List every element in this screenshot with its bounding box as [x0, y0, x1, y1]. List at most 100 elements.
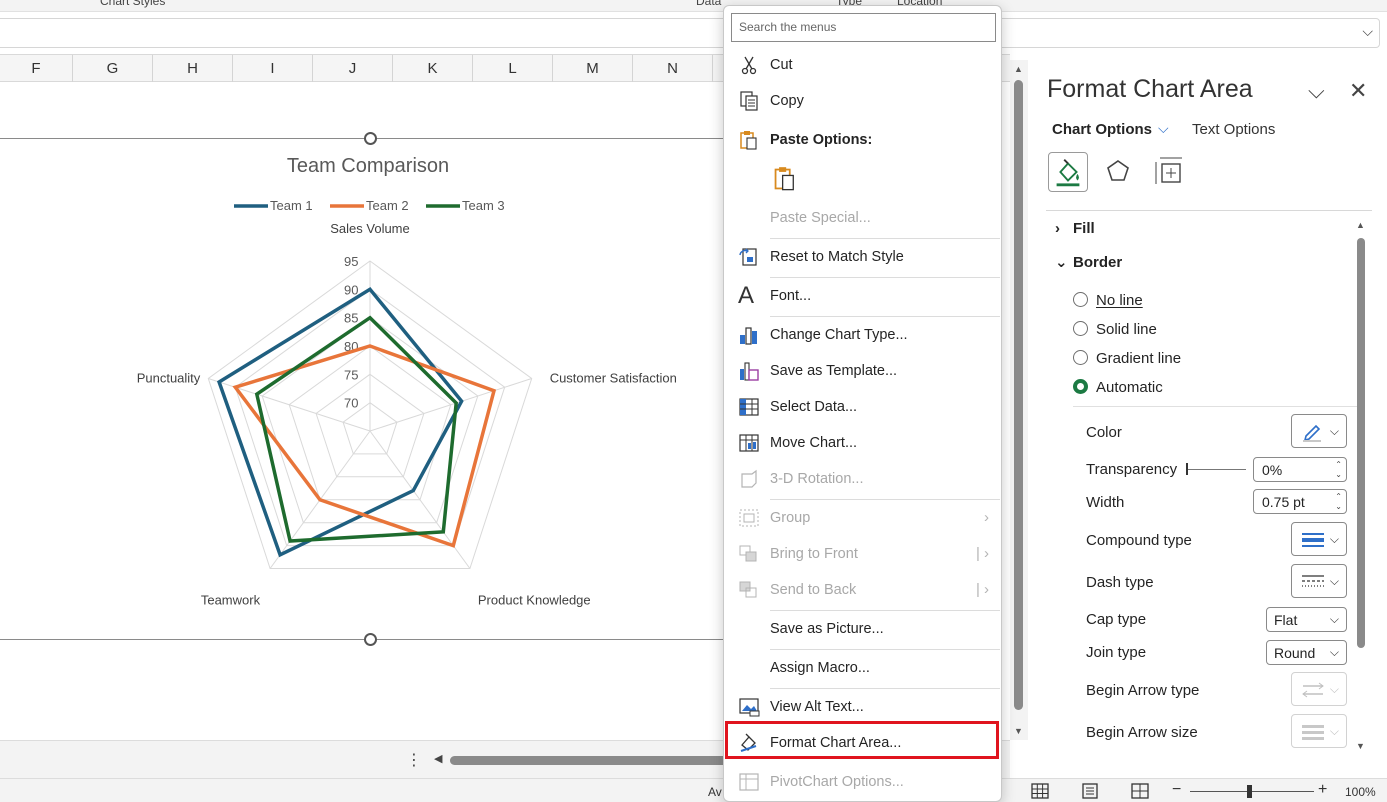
menu-item-label: Font... — [770, 288, 812, 304]
radio-no-line[interactable]: No line — [1073, 292, 1143, 309]
radar-grid-ring — [234, 288, 506, 547]
column-header-m[interactable]: M — [553, 55, 633, 82]
legend-entry: Team 2 — [366, 198, 409, 213]
column-header-h[interactable]: H — [153, 55, 233, 82]
spin-up-icon[interactable]: ⌃ — [1335, 492, 1342, 501]
ribbon-group-location: Location — [897, 0, 943, 8]
chart-area[interactable]: Team Comparison Team 1 Team 2 Team 3 70 75 8… — [0, 132, 738, 646]
resize-handle-top[interactable] — [364, 132, 377, 145]
radio-solid-line[interactable]: Solid line — [1073, 321, 1157, 338]
menu-item-change-chart-type[interactable]: Change Chart Type... — [724, 318, 1001, 352]
chevron-down-icon[interactable]: ⌵ — [1308, 78, 1325, 103]
column-header-n[interactable]: N — [633, 55, 713, 82]
zoom-slider-thumb[interactable] — [1247, 785, 1252, 798]
transparency-slider[interactable] — [1186, 469, 1246, 470]
section-border[interactable]: ⌄ Border — [1055, 253, 1122, 271]
radio-circle[interactable] — [1073, 292, 1088, 307]
resize-handle-bottom[interactable] — [364, 633, 377, 646]
close-icon[interactable]: ✕ — [1349, 78, 1368, 103]
menu-item-save-template[interactable]: Save as Template... — [724, 354, 1001, 388]
column-header-k[interactable]: K — [393, 55, 473, 82]
spin-down-icon[interactable]: ⌄ — [1335, 502, 1342, 511]
vertical-scroll-thumb[interactable] — [1014, 80, 1023, 710]
more-options-icon[interactable]: ⋮ — [406, 752, 422, 769]
section-fill[interactable]: › Fill — [1055, 220, 1095, 237]
menu-item-view-alt-text[interactable]: View Alt Text... — [724, 690, 1001, 724]
chevron-down-icon[interactable]: ⌵ — [1362, 23, 1373, 39]
radio-circle[interactable] — [1073, 350, 1088, 365]
size-properties-icon[interactable] — [1150, 152, 1190, 192]
menu-item-cut[interactable]: Cut — [724, 48, 1001, 82]
menu-item-group[interactable]: Group › — [724, 501, 1001, 535]
transparency-input[interactable]: 0% ⌃ ⌄ — [1253, 457, 1347, 482]
tab-chart-options[interactable]: Chart Options — [1052, 121, 1152, 138]
tab-text-options[interactable]: Text Options — [1192, 121, 1276, 138]
formula-bar[interactable]: ⌵ — [0, 18, 1380, 48]
compound-lines-icon — [1302, 533, 1324, 547]
pane-title: Format Chart Area — [1047, 75, 1253, 103]
menu-item-select-data[interactable]: Select Data... — [724, 390, 1001, 424]
menu-separator — [770, 238, 1000, 239]
begin-arrow-size-dropdown[interactable]: ⌵ — [1291, 714, 1347, 748]
zoom-out-icon[interactable]: − — [1172, 781, 1182, 798]
normal-view-icon[interactable] — [1030, 782, 1050, 800]
column-header-f[interactable]: F — [0, 55, 73, 82]
radio-gradient-line[interactable]: Gradient line — [1073, 350, 1181, 367]
zoom-level[interactable]: 100% — [1345, 785, 1376, 799]
page-break-icon[interactable] — [1130, 782, 1150, 800]
menu-search-input[interactable]: Search the menus — [731, 13, 996, 42]
radio-circle-selected[interactable] — [1073, 379, 1088, 394]
width-input[interactable]: 0.75 pt ⌃ ⌄ — [1253, 489, 1347, 514]
prop-color-label: Color — [1086, 424, 1122, 441]
menu-item-format-chart-area[interactable]: Format Chart Area... — [724, 726, 1001, 760]
radar-chart: Team Comparison Team 1 Team 2 Team 3 70 75 8… — [137, 155, 677, 608]
effects-icon[interactable] — [1098, 152, 1138, 192]
cap-type-dropdown[interactable]: Flat ⌵ — [1266, 607, 1347, 632]
menu-item-send-to-back[interactable]: Send to Back | › — [724, 573, 1001, 607]
group-icon — [739, 509, 759, 527]
transparency-slider-thumb[interactable] — [1186, 463, 1188, 475]
menu-item-font[interactable]: A Font... — [724, 279, 1001, 313]
vertical-scrollbar[interactable]: ▲ ▼ — [1010, 60, 1028, 740]
menu-separator — [770, 316, 1000, 317]
compound-type-dropdown[interactable]: ⌵ — [1291, 522, 1347, 556]
menu-item-paste-special[interactable]: Paste Special... — [724, 201, 1001, 235]
page-layout-icon[interactable] — [1080, 782, 1100, 800]
scroll-down-icon[interactable]: ▼ — [1014, 726, 1023, 736]
menu-item-label: 3-D Rotation... — [770, 471, 864, 487]
menu-item-reset-style[interactable]: Reset to Match Style — [724, 240, 1001, 274]
column-header-i[interactable]: I — [233, 55, 313, 82]
menu-item-pivotchart-options[interactable]: PivotChart Options... — [724, 765, 1001, 799]
color-picker-button[interactable]: ⌵ — [1291, 414, 1347, 448]
menu-item-copy[interactable]: Copy — [724, 84, 1001, 118]
column-header-j[interactable]: J — [313, 55, 393, 82]
menu-item-assign-macro[interactable]: Assign Macro... — [724, 651, 1001, 685]
radio-circle[interactable] — [1073, 321, 1088, 336]
scroll-up-icon[interactable]: ▲ — [1356, 220, 1365, 230]
zoom-slider[interactable] — [1190, 791, 1314, 792]
spin-down-icon[interactable]: ⌄ — [1335, 470, 1342, 479]
fill-line-icon[interactable] — [1048, 152, 1088, 192]
pane-scroll-thumb[interactable] — [1357, 238, 1365, 648]
spin-up-icon[interactable]: ⌃ — [1335, 460, 1342, 469]
radio-automatic[interactable]: Automatic — [1073, 379, 1163, 396]
alt-text-icon — [739, 698, 760, 717]
begin-arrow-type-dropdown[interactable]: ⌵ — [1291, 672, 1347, 706]
scroll-up-icon[interactable]: ▲ — [1014, 64, 1023, 74]
menu-item-move-chart[interactable]: Move Chart... — [724, 426, 1001, 460]
column-header-l[interactable]: L — [473, 55, 553, 82]
menu-item-save-picture[interactable]: Save as Picture... — [724, 612, 1001, 646]
column-header-g[interactable]: G — [73, 55, 153, 82]
horizontal-scrollbar[interactable] — [450, 756, 730, 765]
scroll-left-icon[interactable]: ◀ — [434, 753, 443, 765]
chevron-down-icon[interactable]: ⌵ — [1158, 120, 1169, 136]
zoom-in-icon[interactable]: + — [1318, 781, 1328, 798]
context-menu: Search the menus Cut Copy Paste Options:… — [723, 5, 1002, 802]
join-type-dropdown[interactable]: Round ⌵ — [1266, 640, 1347, 665]
paste-icon[interactable] — [772, 166, 798, 192]
scroll-down-icon[interactable]: ▼ — [1356, 741, 1365, 751]
menu-item-bring-to-front[interactable]: Bring to Front | › — [724, 537, 1001, 571]
dash-type-dropdown[interactable]: ⌵ — [1291, 564, 1347, 598]
pane-scrollbar[interactable]: ▲ ▼ — [1356, 220, 1366, 751]
menu-item-3d-rotation[interactable]: 3-D Rotation... — [724, 462, 1001, 496]
